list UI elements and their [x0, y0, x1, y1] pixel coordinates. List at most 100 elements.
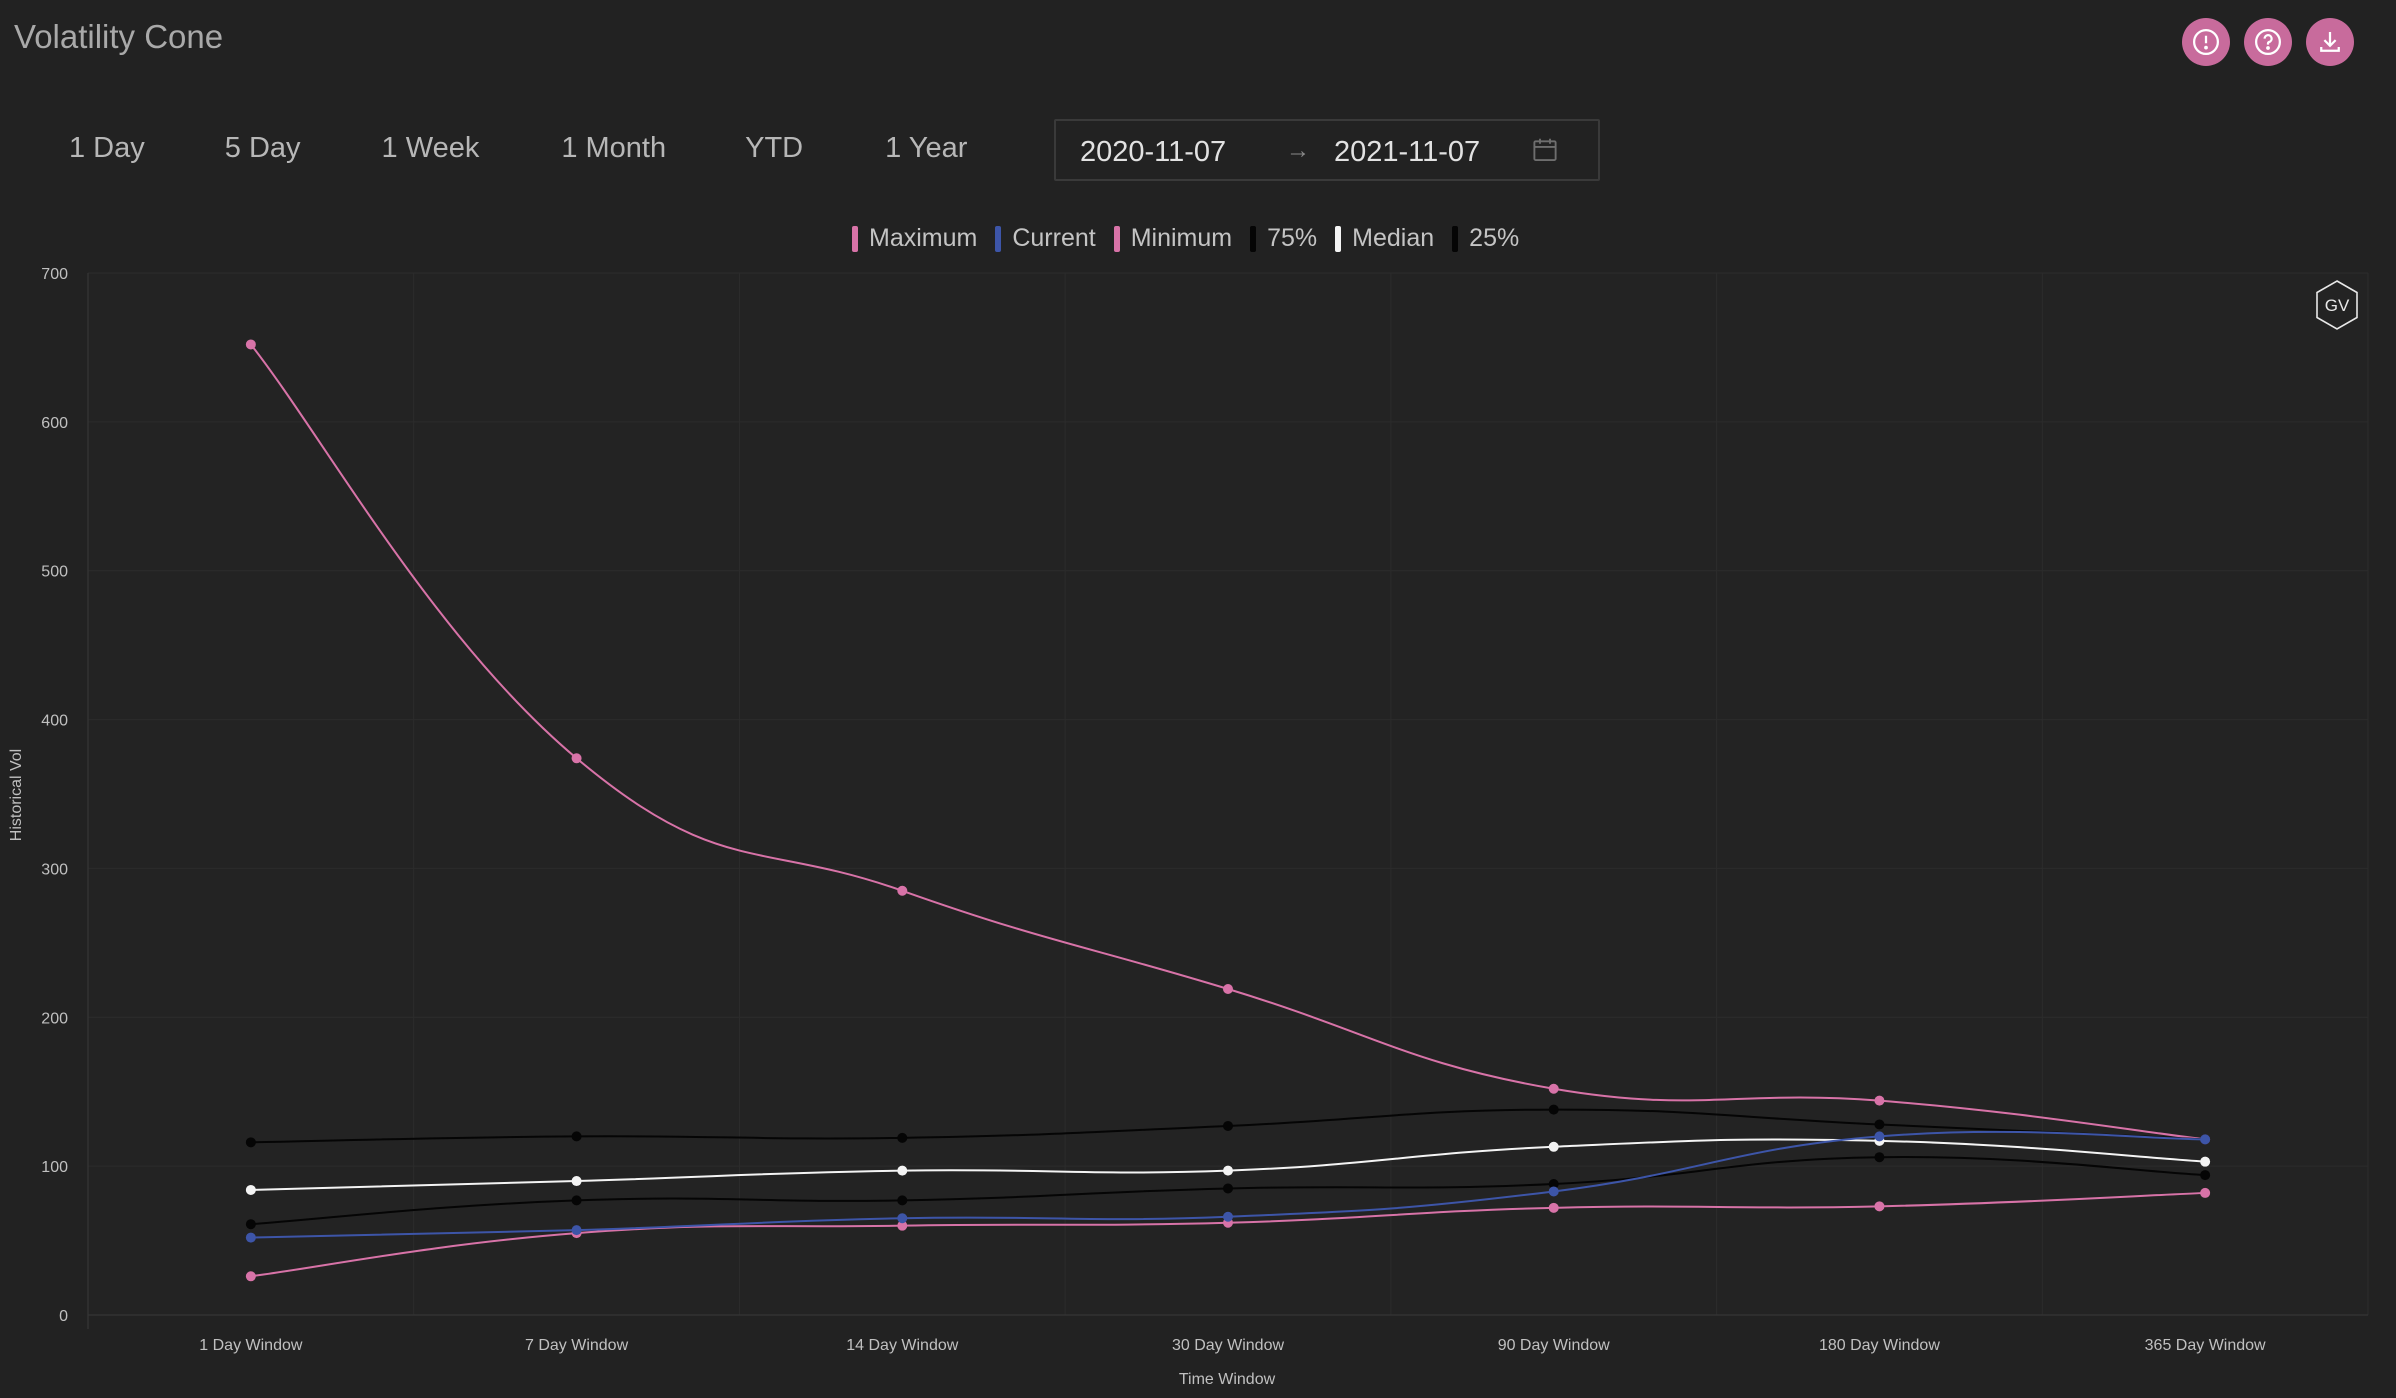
y-tick-label: 600 — [41, 415, 68, 432]
series-75-pct — [245, 1104, 2211, 1148]
data-point-maximum[interactable] — [1223, 984, 1233, 995]
series-25-pct — [245, 1152, 2211, 1230]
x-tick-label: 365 Day Window — [2145, 1337, 2266, 1354]
data-point-current[interactable] — [1548, 1186, 1559, 1197]
alert-circle-icon — [2193, 29, 2219, 55]
legend-swatch — [1113, 225, 1120, 252]
calendar-icon[interactable] — [1530, 135, 1560, 165]
data-point-minimum[interactable] — [1548, 1202, 1559, 1213]
legend-swatch — [1452, 225, 1459, 252]
data-point-median[interactable] — [1223, 1165, 1233, 1176]
legend-item-75[interactable]: 75% — [1250, 224, 1317, 253]
data-point-minimum[interactable] — [2200, 1187, 2211, 1198]
data-point-25-pct[interactable] — [1548, 1179, 1559, 1190]
x-tick-label: 1 Day Window — [199, 1337, 303, 1354]
info-button[interactable] — [2182, 18, 2230, 66]
data-point-maximum[interactable] — [1874, 1095, 1885, 1106]
download-icon — [2320, 32, 2340, 52]
y-tick-label: 300 — [41, 861, 68, 878]
data-point-current[interactable] — [1874, 1131, 1885, 1142]
data-point-median[interactable] — [2200, 1156, 2211, 1167]
y-tick-label: 200 — [41, 1010, 68, 1027]
x-tick-label: 180 Day Window — [1819, 1337, 1940, 1354]
x-tick-label: 14 Day Window — [846, 1337, 958, 1354]
download-button[interactable] — [2306, 18, 2354, 66]
legend-label: Median — [1352, 224, 1435, 252]
legend-item-current[interactable]: Current — [995, 224, 1096, 253]
date-range-picker: → — [1054, 119, 1600, 181]
data-point-25-pct[interactable] — [1874, 1152, 1885, 1163]
data-point-maximum[interactable] — [1548, 1083, 1559, 1094]
data-point-75-pct[interactable] — [571, 1131, 582, 1142]
legend-item-maximum[interactable]: Maximum — [852, 224, 977, 253]
x-tick-label: 30 Day Window — [1172, 1337, 1284, 1354]
data-point-25-pct[interactable] — [897, 1195, 908, 1206]
legend-label: 75% — [1267, 224, 1318, 252]
x-tick-label: 90 Day Window — [1498, 1337, 1610, 1354]
y-tick-label: 700 — [41, 266, 68, 283]
legend-label: Maximum — [869, 224, 978, 252]
chart-legend: Maximum Current Minimum 75% Median 25% — [852, 224, 1537, 253]
legend-swatch — [1335, 225, 1342, 252]
legend-label: 25% — [1469, 224, 1520, 252]
range-1-week-button[interactable]: 1 Week — [381, 132, 480, 164]
data-point-median[interactable] — [245, 1184, 256, 1195]
data-point-75-pct[interactable] — [1223, 1120, 1233, 1131]
chart-grid — [87, 272, 2369, 1316]
data-point-minimum[interactable] — [245, 1271, 256, 1282]
data-point-current[interactable] — [245, 1232, 256, 1243]
date-range-arrow: → — [1286, 137, 1310, 164]
y-tick-label: 500 — [41, 564, 68, 581]
data-point-75-pct[interactable] — [897, 1132, 908, 1143]
data-point-current[interactable] — [571, 1225, 582, 1236]
data-point-current[interactable] — [897, 1213, 908, 1224]
range-1-year-button[interactable]: 1 Year — [885, 132, 968, 164]
data-point-25-pct[interactable] — [2200, 1170, 2211, 1181]
y-tick-label: 100 — [41, 1159, 68, 1176]
data-point-75-pct[interactable] — [1874, 1119, 1885, 1130]
data-point-minimum[interactable] — [1874, 1201, 1885, 1212]
data-point-current[interactable] — [2200, 1134, 2211, 1145]
chart-axes: 0 100 200 300 400 500 600 700 1 Day Window 7 Day … — [41, 266, 2368, 1354]
page-title: Volatility Cone — [14, 18, 224, 55]
legend-swatch — [1250, 225, 1257, 252]
gv-badge-text: GV — [2325, 296, 2350, 315]
gv-logo-badge: GV — [2316, 280, 2358, 330]
data-point-maximum[interactable] — [245, 339, 256, 350]
range-1-day-button[interactable]: 1 Day — [69, 132, 145, 164]
chart-series — [245, 339, 2211, 1282]
legend-item-median[interactable]: Median — [1335, 224, 1434, 253]
data-point-minimum[interactable] — [897, 1220, 908, 1231]
legend-label: Current — [1012, 224, 1096, 252]
y-tick-label: 0 — [59, 1308, 68, 1325]
data-point-75-pct[interactable] — [1548, 1104, 1559, 1115]
question-circle-icon — [2255, 29, 2281, 55]
legend-label: Minimum — [1130, 224, 1233, 252]
data-point-current[interactable] — [1223, 1211, 1233, 1222]
range-1-month-button[interactable]: 1 Month — [561, 132, 667, 164]
end-date-input[interactable] — [1332, 135, 1536, 170]
help-button[interactable] — [2244, 18, 2292, 66]
data-point-maximum[interactable] — [897, 885, 908, 896]
legend-swatch — [995, 225, 1002, 252]
data-point-25-pct[interactable] — [1223, 1183, 1233, 1194]
x-tick-label: 7 Day Window — [525, 1337, 629, 1354]
data-point-75-pct[interactable] — [245, 1137, 256, 1148]
hexagon-icon — [2316, 280, 2358, 330]
start-date-input[interactable] — [1078, 135, 1282, 170]
data-point-median[interactable] — [571, 1176, 582, 1187]
x-axis-title: Time Window — [1179, 1371, 1276, 1388]
plot-area — [88, 273, 2368, 1315]
y-tick-label: 400 — [41, 713, 68, 730]
data-point-25-pct[interactable] — [245, 1219, 256, 1230]
data-point-median[interactable] — [1548, 1141, 1559, 1152]
data-point-maximum[interactable] — [571, 753, 582, 764]
data-point-25-pct[interactable] — [571, 1195, 582, 1206]
range-ytd-button[interactable]: YTD — [745, 132, 804, 164]
range-selector: 1 Day 5 Day 1 Week 1 Month YTD 1 Year — [40, 118, 967, 179]
legend-item-minimum[interactable]: Minimum — [1113, 224, 1233, 253]
range-5-day-button[interactable]: 5 Day — [224, 132, 301, 164]
data-point-median[interactable] — [897, 1165, 908, 1176]
legend-item-25[interactable]: 25% — [1452, 224, 1519, 253]
